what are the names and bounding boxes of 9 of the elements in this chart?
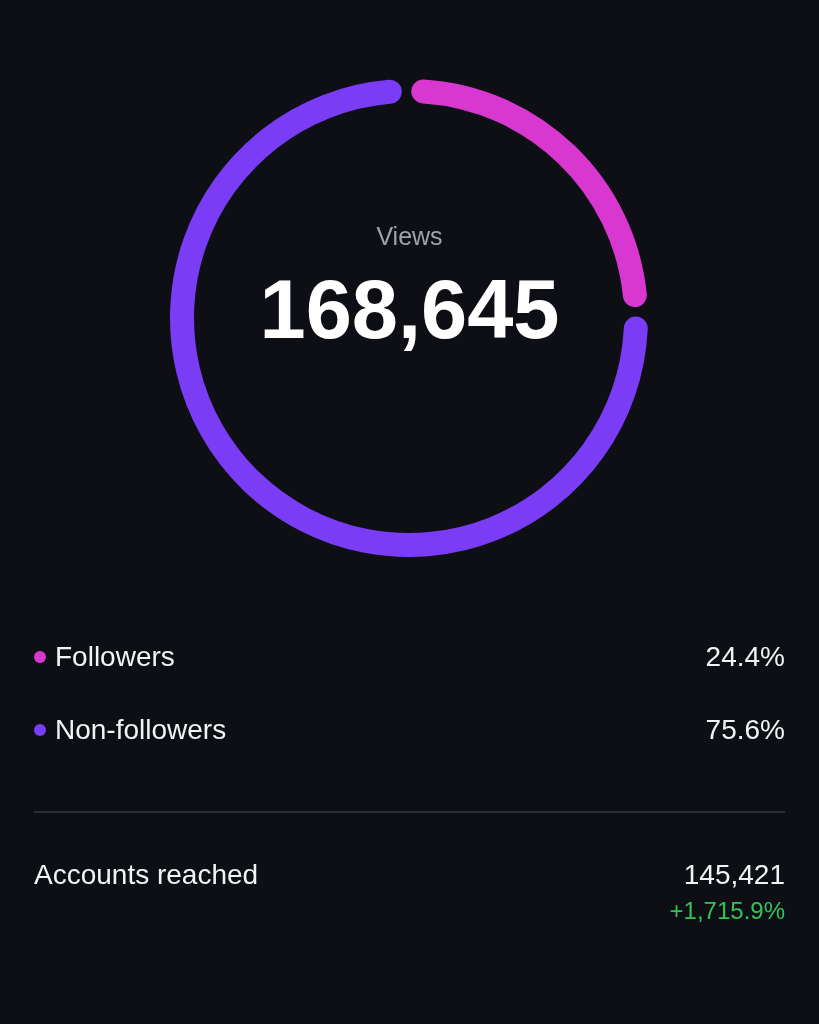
text: 168,645 <box>258 262 561 358</box>
data-label: 24.4% <box>705 640 785 674</box>
data-label: 75.6% <box>705 713 785 747</box>
legend-label: Non-followers <box>55 713 227 747</box>
text: Views <box>375 221 444 252</box>
legend-label: Followers <box>55 640 175 674</box>
text: 145,421 <box>683 858 785 892</box>
text: +1,715.9% <box>669 896 785 926</box>
text: Accounts reached <box>34 858 259 892</box>
